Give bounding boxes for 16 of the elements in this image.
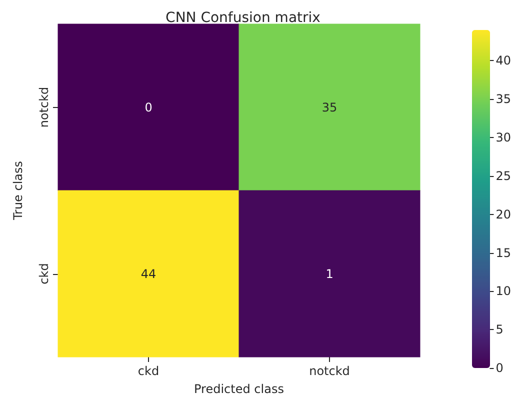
data-label: 1	[326, 266, 334, 281]
color-bar-label: 25	[496, 168, 512, 183]
color-bar-label: 5	[496, 322, 504, 337]
color-bar-label: 0	[496, 361, 504, 375]
color-bar-label: 40	[496, 54, 512, 68]
color-bar-label: 15	[496, 246, 512, 260]
chart-title: CNN Confusion matrix	[166, 10, 320, 26]
color-bar-label: 20	[496, 207, 512, 222]
data-label: 0	[144, 100, 152, 114]
color-bar-label: 10	[496, 284, 512, 298]
x-axis-title: Predicted class	[194, 382, 284, 396]
color-bar-label: 30	[496, 130, 512, 145]
data-label: 44	[140, 266, 156, 281]
data-label: 35	[322, 100, 338, 114]
color-bar-label: 35	[496, 92, 512, 106]
y-axis-title: True class	[11, 160, 25, 222]
